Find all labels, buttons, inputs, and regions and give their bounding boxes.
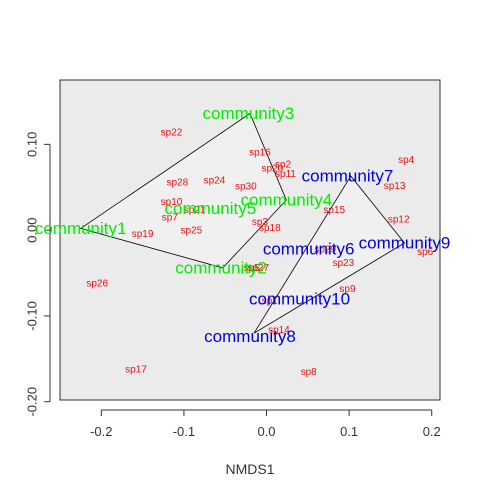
community-labels: community1 community2 community3 community4…: [35, 104, 450, 346]
species-label-sp18: sp18: [259, 223, 281, 234]
species-label-sp14: sp14: [268, 325, 290, 336]
species-label-sp17: sp17: [125, 364, 147, 375]
community-label-community9: community9: [359, 234, 451, 253]
species-label-sp30: sp30: [235, 182, 257, 193]
y-tick-label: 0.10: [25, 132, 40, 157]
community-hulls: [79, 112, 406, 334]
species-label-sp24: sp24: [204, 176, 226, 187]
species-label-sp13: sp13: [384, 181, 406, 192]
x-tick-label: -0.2: [90, 424, 112, 439]
hull-blue: [253, 175, 406, 334]
community-label-community7: community7: [302, 167, 394, 186]
community-label-community6: community6: [263, 240, 355, 259]
x-axis: -0.2 -0.1 0.0 0.1 0.2: [90, 409, 441, 439]
species-label-sp4: sp4: [398, 155, 415, 166]
species-label-sp12: sp12: [388, 214, 410, 225]
species-label-sp21: sp21: [184, 205, 206, 216]
species-label-sp3: sp3: [252, 217, 269, 228]
species-label-sp19: sp19: [132, 229, 154, 240]
species-label-sp11: sp11: [275, 169, 296, 180]
species-label-sp15: sp15: [323, 205, 345, 216]
x-axis-title: NMDS1: [225, 461, 274, 477]
community-label-community2: community2: [175, 258, 267, 277]
species-label-sp7: sp7: [162, 213, 179, 224]
x-tick-label: 0.1: [340, 424, 358, 439]
species-label-sp16: sp16: [249, 147, 271, 158]
x-tick-label: 0.2: [423, 424, 441, 439]
species-label-sp23: sp23: [333, 258, 355, 269]
x-tick-label: -0.1: [173, 424, 195, 439]
community-label-community1: community1: [35, 219, 127, 238]
species-label-sp9: sp9: [339, 284, 356, 295]
community-label-community4: community4: [241, 191, 333, 210]
x-tick-label: 0.0: [257, 424, 275, 439]
species-label-sp5: sp5: [244, 263, 261, 274]
y-tick-label: -0.20: [25, 387, 40, 417]
species-label-sp20: sp20: [261, 164, 283, 175]
community-label-community10: community10: [249, 289, 350, 308]
community-label-community8: community8: [204, 327, 296, 346]
species-label-sp28: sp28: [166, 177, 188, 188]
species-label-sp6: sp6: [417, 247, 434, 258]
species-label-sp27: sp27: [247, 263, 269, 274]
y-tick-label: -0.10: [25, 301, 40, 331]
hull-green: [79, 112, 287, 269]
community-label-community3: community3: [203, 104, 295, 123]
species-label-sp29: sp29: [314, 244, 336, 255]
species-label-sp26: sp26: [86, 279, 108, 290]
species-label-sp22: sp22: [161, 128, 183, 139]
species-label-sp8: sp8: [301, 367, 318, 378]
y-tick-label: 0.00: [25, 217, 40, 242]
species-label-sp10: sp10: [161, 197, 183, 208]
species-label-sp2: sp2: [275, 159, 292, 170]
species-label-sp1: sp1: [262, 296, 279, 307]
y-axis: -0.20 -0.10 0.00 0.10: [25, 132, 51, 417]
species-label-sp25: sp25: [181, 225, 203, 236]
community-label-community5: community5: [165, 199, 257, 218]
